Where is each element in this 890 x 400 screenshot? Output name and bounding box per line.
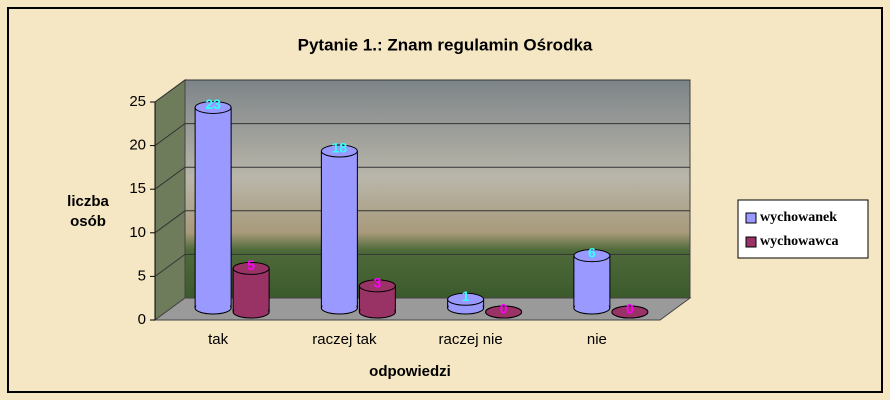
chart-title: Pytanie 1.: Znam regulamin Ośrodka bbox=[298, 35, 593, 54]
legend-swatch bbox=[746, 213, 756, 223]
y-tick-label: 25 bbox=[129, 93, 146, 110]
x-tick-label: raczej nie bbox=[439, 331, 503, 348]
legend-label: wychowanek bbox=[760, 210, 837, 225]
y-tick-label: 10 bbox=[129, 224, 146, 241]
y-tick-label: 15 bbox=[129, 180, 146, 197]
data-label: 18 bbox=[332, 140, 348, 156]
y-tick-label: 0 bbox=[138, 311, 146, 328]
data-label: 23 bbox=[205, 96, 221, 112]
legend-swatch bbox=[746, 237, 756, 247]
data-label: 6 bbox=[588, 244, 596, 260]
x-tick-label: nie bbox=[587, 331, 607, 348]
legend-box bbox=[738, 200, 868, 258]
data-label: 0 bbox=[626, 301, 634, 317]
bar-body bbox=[575, 256, 609, 308]
data-label: 1 bbox=[462, 288, 470, 304]
side-wall bbox=[155, 80, 185, 320]
y-axis-title: liczba bbox=[67, 193, 109, 210]
x-axis-title: odpowiedzi bbox=[369, 363, 451, 380]
bar-body bbox=[196, 107, 230, 308]
bar-body bbox=[234, 268, 268, 312]
data-label: 0 bbox=[500, 301, 508, 317]
x-tick-label: tak bbox=[208, 331, 229, 348]
y-axis-title: osób bbox=[70, 213, 106, 230]
data-label: 5 bbox=[247, 257, 255, 273]
x-tick-label: raczej tak bbox=[312, 331, 377, 348]
bar-body bbox=[322, 151, 356, 308]
data-label: 3 bbox=[373, 275, 381, 291]
y-tick-label: 5 bbox=[138, 267, 146, 284]
chart: Pytanie 1.: Znam regulamin Ośrodka liczb… bbox=[0, 0, 890, 400]
y-tick-label: 20 bbox=[129, 137, 146, 154]
legend-label: wychowawca bbox=[760, 234, 839, 249]
